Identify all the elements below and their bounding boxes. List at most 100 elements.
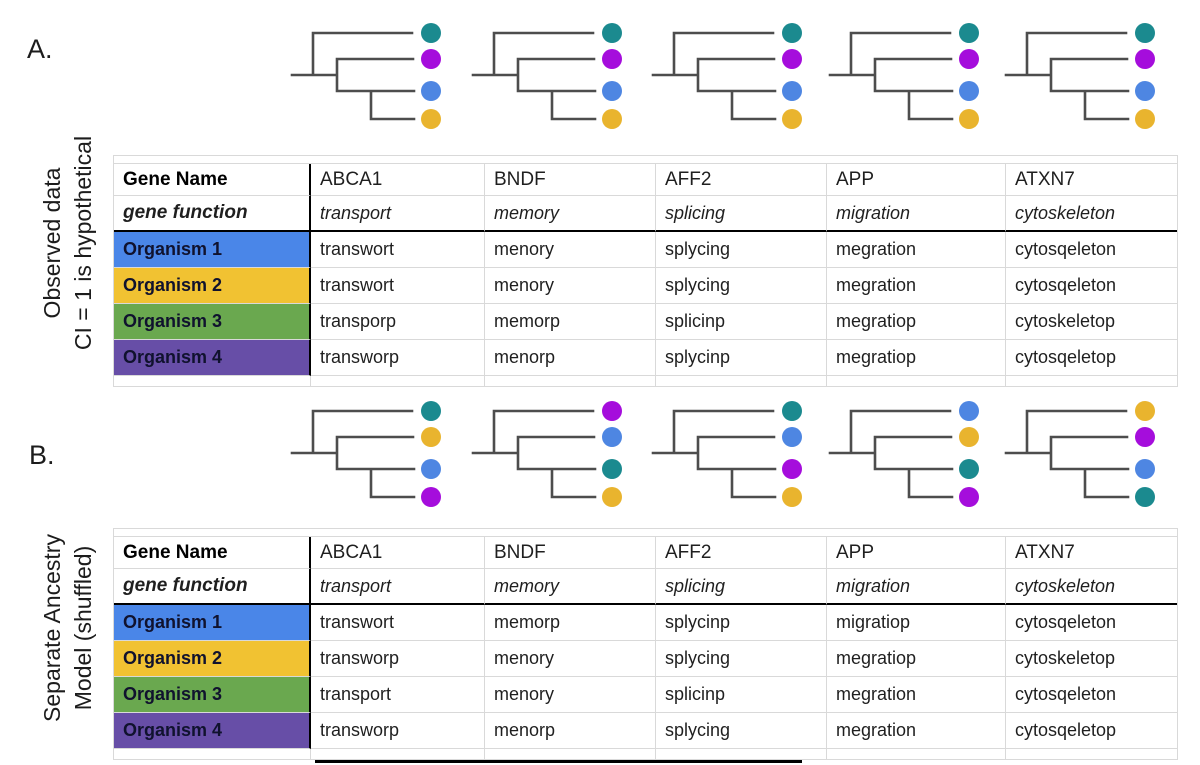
data-cell: transworp	[311, 713, 485, 749]
bottom-partial-gridline	[315, 760, 802, 763]
gene-function-cell: migration	[827, 569, 1006, 605]
phylo-tree	[1004, 401, 1155, 507]
organism-label: Organism 4	[114, 713, 311, 749]
data-cell: transwort	[311, 268, 485, 304]
tree-branches	[1004, 31, 1130, 121]
data-cell: megratiop	[827, 641, 1006, 677]
tip-dot-blue	[421, 459, 441, 479]
tip-dot-teal	[602, 23, 622, 43]
tip-dot-teal	[959, 23, 979, 43]
tip-dot-purple	[782, 49, 802, 69]
tip-dot-blue	[602, 427, 622, 447]
tip-dot-purple	[782, 459, 802, 479]
gene-name-cell: APP	[827, 164, 1006, 196]
tip-dot-blue	[1135, 81, 1155, 101]
data-cell: splicinp	[656, 677, 827, 713]
phylo-tree	[828, 23, 979, 129]
gene-function-header: gene function	[114, 196, 311, 232]
tip-dot-purple	[1135, 427, 1155, 447]
table-bottom-strip	[311, 749, 485, 759]
data-cell: menorp	[485, 713, 656, 749]
tip-dot-yellow	[421, 109, 441, 129]
data-cell: menory	[485, 232, 656, 268]
data-cell: megration	[827, 232, 1006, 268]
table-top-strip	[114, 156, 1177, 164]
tree-branches	[1004, 409, 1130, 499]
tip-dot-purple	[602, 49, 622, 69]
tip-dot-purple	[602, 401, 622, 421]
gene-name-header: Gene Name	[114, 164, 311, 196]
tip-dot-teal	[1135, 487, 1155, 507]
gene-function-cell: memory	[485, 196, 656, 232]
data-cell: splycinp	[656, 605, 827, 641]
table-bottom-strip	[1006, 749, 1177, 759]
tip-dot-blue	[602, 81, 622, 101]
data-cell: megratiop	[827, 304, 1006, 340]
data-cell: memorp	[485, 304, 656, 340]
data-cell: menory	[485, 641, 656, 677]
data-cell: cytosqeletop	[1006, 340, 1177, 376]
tip-dot-purple	[421, 487, 441, 507]
tip-dot-yellow	[782, 109, 802, 129]
gene-name-cell: BNDF	[485, 164, 656, 196]
tip-dot-teal	[782, 401, 802, 421]
gene-function-cell: splicing	[656, 196, 827, 232]
table-top-strip	[114, 529, 1177, 537]
tip-dot-teal	[421, 23, 441, 43]
tree-branches	[651, 31, 777, 121]
tip-dot-blue	[959, 401, 979, 421]
tip-dot-teal	[1135, 23, 1155, 43]
table-bottom-strip	[827, 749, 1006, 759]
gene-function-cell: cytoskeleton	[1006, 196, 1177, 232]
gene-function-cell: memory	[485, 569, 656, 605]
data-cell: splycing	[656, 713, 827, 749]
panel-b-label: B.	[29, 440, 55, 470]
tree-branches	[471, 409, 597, 499]
data-cell: memorp	[485, 605, 656, 641]
data-cell: cytoskeletop	[1006, 641, 1177, 677]
tip-dot-blue	[1135, 459, 1155, 479]
phylo-tree	[651, 23, 802, 129]
data-cell: transwort	[311, 232, 485, 268]
data-cell: cytosqeleton	[1006, 268, 1177, 304]
panel-a-label: A.	[27, 34, 53, 64]
data-cell: splycing	[656, 268, 827, 304]
tip-dot-blue	[782, 81, 802, 101]
tip-dot-yellow	[1135, 109, 1155, 129]
gene-name-cell: AFF2	[656, 537, 827, 569]
organism-label: Organism 4	[114, 340, 311, 376]
tip-dot-yellow	[959, 427, 979, 447]
tip-dot-blue	[782, 427, 802, 447]
gene-function-cell: splicing	[656, 569, 827, 605]
gene-name-cell: ABCA1	[311, 537, 485, 569]
gene-name-cell: AFF2	[656, 164, 827, 196]
gene-function-cell: transport	[311, 569, 485, 605]
data-cell: menorp	[485, 340, 656, 376]
data-cell: cytosqeleton	[1006, 677, 1177, 713]
tip-dot-yellow	[602, 109, 622, 129]
gene-function-cell: transport	[311, 196, 485, 232]
data-cell: splycing	[656, 641, 827, 677]
gene-function-cell: cytoskeleton	[1006, 569, 1177, 605]
panel-a-gene-table: Gene Name ABCA1 BNDF AFF2 APP ATXN7 gene funct…	[113, 155, 1178, 387]
data-cell: migratiop	[827, 605, 1006, 641]
table-bottom-strip	[1006, 376, 1177, 386]
data-cell: splycinp	[656, 340, 827, 376]
organism-label: Organism 1	[114, 605, 311, 641]
table-bottom-strip	[485, 376, 656, 386]
tip-dot-purple	[421, 49, 441, 69]
organism-label: Organism 2	[114, 268, 311, 304]
gene-name-cell: BNDF	[485, 537, 656, 569]
phylo-tree	[471, 23, 622, 129]
data-cell: transworp	[311, 641, 485, 677]
tip-dot-teal	[421, 401, 441, 421]
table-bottom-strip	[656, 749, 827, 759]
data-cell: cytosqeleton	[1006, 605, 1177, 641]
organism-label: Organism 1	[114, 232, 311, 268]
table-bottom-strip	[311, 376, 485, 386]
tip-dot-teal	[959, 459, 979, 479]
tree-branches	[290, 409, 416, 499]
data-cell: cytoskeletop	[1006, 304, 1177, 340]
data-cell: megration	[827, 713, 1006, 749]
